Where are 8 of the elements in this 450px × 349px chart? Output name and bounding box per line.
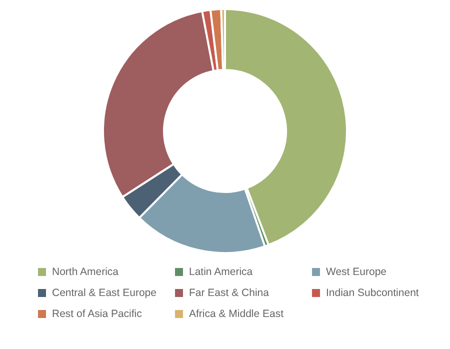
legend-label: North America [52, 266, 119, 278]
legend-label: Latin America [189, 266, 253, 278]
legend-label: Central & East Europe [52, 287, 156, 299]
legend-label: Far East & China [189, 287, 269, 299]
legend-label: Africa & Middle East [189, 308, 284, 320]
legend-label: Indian Subcontinent [326, 287, 419, 299]
legend-label: West Europe [326, 266, 387, 278]
legend-label: Rest of Asia Pacific [52, 308, 142, 320]
